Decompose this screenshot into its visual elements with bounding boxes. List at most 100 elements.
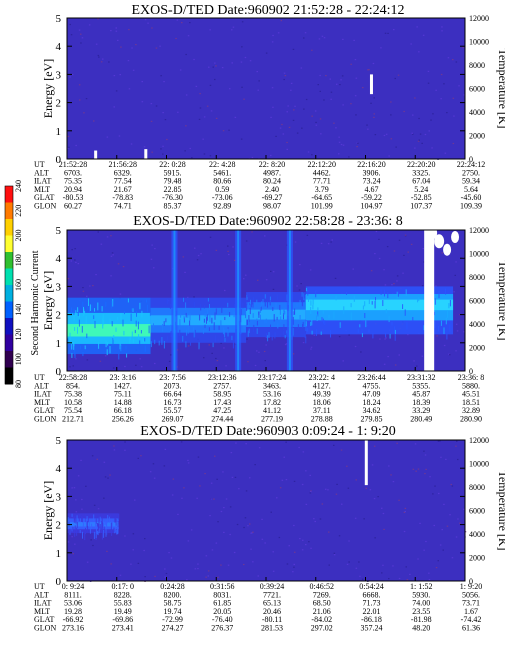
noise-speck [419, 522, 421, 524]
noise-speck [292, 353, 295, 355]
band-streak [417, 298, 419, 303]
noise-speck [432, 113, 434, 115]
band-streak [320, 331, 322, 335]
band-streak [368, 299, 370, 305]
band-streak [245, 314, 247, 319]
band-streak [117, 529, 119, 534]
noise-speck [113, 445, 115, 447]
band-streak [97, 302, 99, 311]
heatmap-area [67, 18, 465, 160]
noise-speck [417, 140, 420, 142]
band-streak [297, 324, 299, 330]
noise-speck [220, 342, 222, 344]
noise-speck [311, 154, 313, 156]
noise-speck [371, 464, 374, 466]
ephemeris-cell: 22: 0:28 [159, 160, 185, 169]
noise-speck [405, 566, 407, 568]
noise-speck [319, 118, 322, 120]
noise-speck [373, 113, 375, 115]
noise-speck [421, 355, 424, 357]
noise-speck [309, 269, 312, 271]
noise-speck [435, 567, 438, 569]
noise-speck [412, 468, 415, 470]
noise-speck [264, 542, 266, 544]
band-streak [224, 316, 226, 321]
band-streak [203, 305, 205, 309]
ephemeris-cell: 22.85 [164, 185, 182, 194]
band-streak [97, 531, 99, 536]
noise-speck [403, 530, 406, 533]
ephemeris-row-label: MLT [34, 185, 50, 194]
noise-speck [258, 80, 260, 82]
band-streak [102, 324, 104, 329]
ephemeris-cell: 5915. [164, 168, 182, 177]
noise-speck [319, 74, 321, 77]
band-streak [101, 528, 103, 533]
band-streak [103, 529, 105, 538]
noise-speck [108, 61, 110, 63]
band-streak [95, 518, 97, 524]
noise-speck [380, 47, 382, 49]
band-streak [73, 515, 75, 523]
noise-speck [155, 47, 158, 49]
band-streak [423, 325, 425, 331]
ephemeris-cell: 22:12:20 [308, 160, 336, 169]
band-streak [85, 527, 86, 535]
noise-speck [143, 146, 146, 148]
noise-speck [367, 69, 369, 71]
noise-speck [278, 536, 281, 539]
noise-speck [110, 235, 112, 237]
ephemeris-cell: 2073. [164, 381, 182, 390]
noise-speck [199, 107, 202, 109]
noise-speck [374, 253, 376, 255]
band-streak [98, 342, 100, 349]
noise-speck [210, 110, 213, 112]
noise-speck [424, 133, 427, 136]
noise-speck [154, 575, 156, 577]
ephemeris-cell: 58.75 [164, 599, 182, 608]
band-streak [330, 330, 331, 338]
band-streak [94, 320, 96, 329]
band-streak [71, 353, 73, 358]
ephemeris-cell: 21:52:28 [59, 160, 87, 169]
noise-speck [104, 355, 107, 357]
band-streak [69, 332, 71, 341]
noise-speck [74, 543, 76, 545]
noise-speck [373, 445, 376, 447]
noise-speck [385, 337, 387, 339]
noise-speck [249, 60, 252, 62]
noise-speck [354, 345, 357, 348]
noise-speck [214, 455, 216, 457]
noise-speck [104, 476, 107, 478]
noise-speck [112, 254, 114, 256]
band-streak [130, 336, 132, 341]
band-streak [209, 314, 211, 322]
band-streak [252, 302, 254, 308]
band-streak [270, 324, 271, 328]
noise-speck [270, 511, 272, 513]
noise-speck [299, 538, 301, 540]
ephemeris-cell: 2.40 [265, 185, 279, 194]
ephemeris-cell: -69.27 [262, 193, 283, 202]
noise-speck [372, 62, 375, 65]
band-streak [116, 529, 118, 535]
ephemeris-cell: 77.71 [313, 177, 331, 186]
noise-speck [419, 133, 422, 135]
noise-speck [115, 30, 118, 32]
noise-speck [140, 366, 143, 368]
noise-speck [385, 133, 388, 135]
ephemeris-cell: 22:16:20 [357, 160, 385, 169]
y2-tick-label: 0 [469, 367, 473, 376]
noise-speck [184, 150, 186, 152]
band-streak [114, 517, 116, 523]
noise-speck [354, 517, 357, 519]
ephemeris-cell: 53.06 [64, 599, 82, 608]
y2-tick-label: 0 [469, 577, 473, 586]
band-streak [232, 341, 234, 349]
ephemeris-cell: 32.89 [462, 406, 480, 415]
band-streak [393, 326, 395, 334]
ephemeris-cell: 0.59 [215, 185, 229, 194]
ephemeris-cell: 58.95 [213, 390, 231, 399]
band-streak [89, 304, 91, 311]
noise-speck [334, 277, 337, 279]
